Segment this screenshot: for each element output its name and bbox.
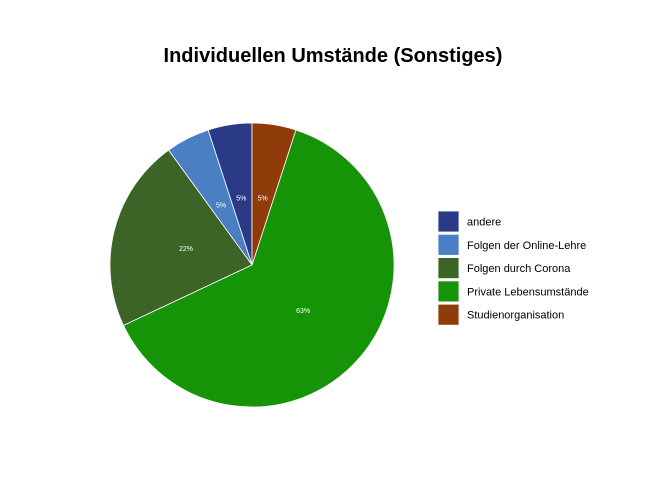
legend-label: andere [467, 217, 501, 229]
legend-swatch [437, 303, 460, 326]
pie-data-label: 5% [236, 196, 246, 203]
pie-slice-private-lebensumstände [122, 129, 395, 408]
pie-data-label: 5% [258, 196, 268, 203]
legend-swatch [437, 210, 460, 233]
pie-data-labels: 5% 5% 22% 63% 5% [179, 196, 310, 315]
pie-slices [109, 122, 395, 408]
pie-slice-studienorganisation [251, 122, 297, 266]
legend-swatch [437, 280, 460, 303]
pie-data-label: 63% [296, 308, 310, 315]
pie-data-label: 22% [179, 246, 193, 253]
legend-label: Folgen der Online-Lehre [467, 240, 586, 252]
legend-swatch [437, 233, 460, 256]
legend-swatch [437, 257, 460, 280]
legend-label: Private Lebensumstände [467, 286, 589, 298]
legend-label: Folgen durch Corona [467, 263, 571, 275]
legend: andere Folgen der Online-Lehre Folgen durc… [437, 210, 589, 326]
legend-label: Studienorganisation [467, 310, 564, 322]
pie-data-label: 5% [216, 202, 226, 209]
chart-title: Individuellen Umstände (Sonstiges) [164, 45, 503, 67]
